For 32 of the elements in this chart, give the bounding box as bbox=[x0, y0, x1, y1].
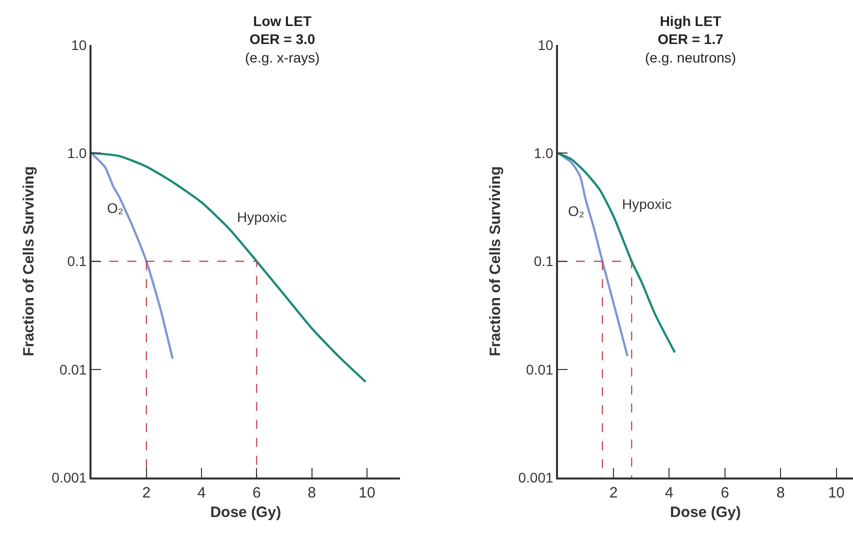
x-tick-label: 8 bbox=[308, 484, 316, 502]
y-tick-label: 0.001 bbox=[518, 470, 554, 486]
series-label: Hypoxic bbox=[622, 196, 672, 212]
x-axis-title: Dose (Gy) bbox=[670, 504, 741, 521]
chart-subtitle: (e.g. x-rays) bbox=[245, 49, 320, 66]
chart-title: High LET OER = 1.7 bbox=[658, 13, 724, 48]
y-tick-label: 1.0 bbox=[534, 144, 554, 161]
y-axis-title: Fraction of Cells Surviving bbox=[20, 166, 38, 356]
y-tick-label: 10 bbox=[71, 36, 87, 53]
y-axis-title: Fraction of Cells Surviving bbox=[487, 166, 504, 356]
series-label: O₂ bbox=[107, 200, 124, 216]
y-tick-label: 0.1 bbox=[534, 253, 554, 270]
y-tick-label: 0.01 bbox=[59, 361, 87, 378]
chart-title: Low LET OER = 3.0 bbox=[249, 13, 316, 48]
x-tick-label: 4 bbox=[665, 484, 674, 502]
x-tick-label: 6 bbox=[720, 484, 730, 502]
x-tick-label: 4 bbox=[197, 484, 206, 502]
x-tick-label: 6 bbox=[252, 484, 261, 502]
x-tick-label: 10 bbox=[828, 484, 845, 502]
y-tick-label: 0.1 bbox=[67, 253, 87, 270]
x-axis-title: Dose (Gy) bbox=[210, 504, 282, 521]
x-tick-label: 10 bbox=[358, 484, 376, 502]
y-tick-label: 0.01 bbox=[526, 361, 554, 378]
series-label: O₂ bbox=[568, 203, 584, 219]
y-tick-label: 10 bbox=[538, 36, 554, 53]
x-tick-label: 2 bbox=[609, 484, 618, 502]
series-label: Hypoxic bbox=[237, 209, 287, 225]
chart-subtitle: (e.g. neutrons) bbox=[645, 49, 736, 66]
x-tick-label: 8 bbox=[776, 484, 785, 502]
y-tick-label: 0.001 bbox=[52, 470, 87, 486]
y-tick-label: 1.0 bbox=[67, 144, 87, 161]
x-tick-label: 2 bbox=[142, 484, 151, 502]
